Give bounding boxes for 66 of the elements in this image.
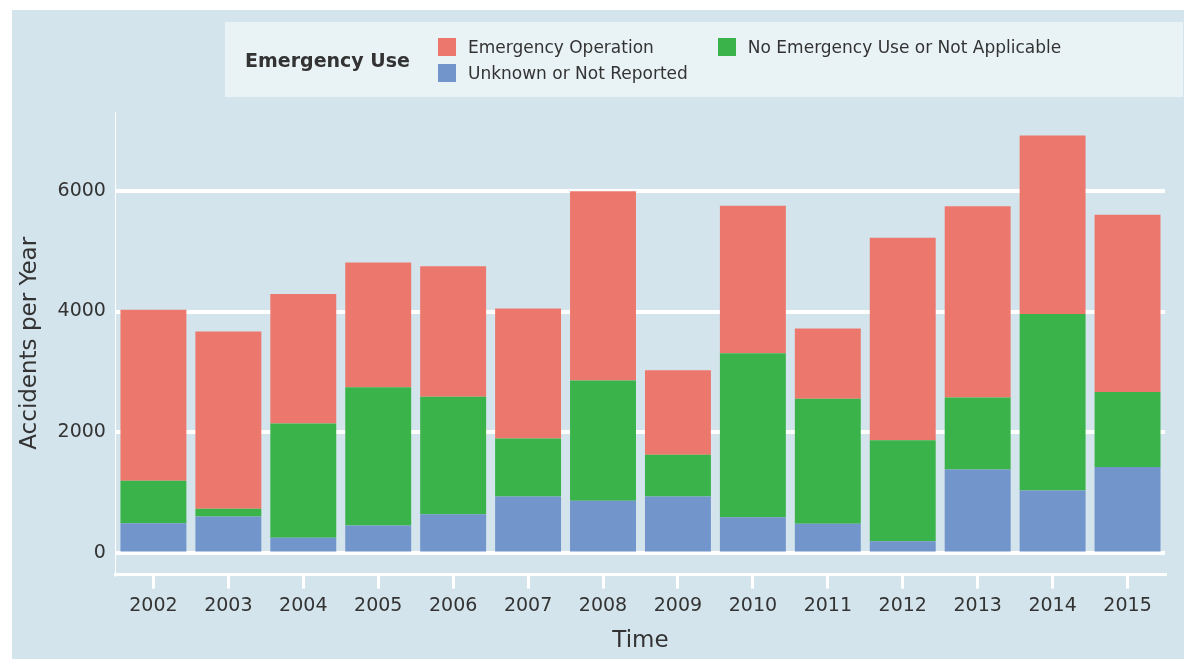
x-tick-label: 2002 — [129, 592, 178, 615]
bar — [345, 387, 412, 526]
x-tick-label: 2011 — [803, 592, 852, 615]
x-tick-label: 2014 — [1028, 592, 1077, 615]
y-tick-label: 6000 — [57, 177, 106, 200]
bar — [644, 370, 711, 455]
x-tick-label: 2004 — [279, 592, 328, 615]
x-tick-label: 2005 — [354, 592, 403, 615]
bar — [719, 517, 786, 552]
bar — [944, 206, 1011, 398]
bar — [1094, 391, 1161, 467]
bar — [1019, 490, 1086, 552]
bar — [570, 191, 636, 381]
bar — [794, 328, 861, 399]
bar — [570, 380, 636, 501]
y-axis-title: Accidents per Year — [14, 236, 41, 450]
bar — [1094, 214, 1161, 392]
bar — [644, 454, 711, 497]
bar — [420, 266, 487, 397]
bar — [719, 205, 786, 354]
bar — [495, 438, 562, 497]
bar — [1019, 313, 1086, 491]
bar — [719, 353, 786, 518]
legend-title: Emergency Use — [245, 48, 410, 71]
bar — [270, 537, 337, 552]
bar — [195, 331, 262, 509]
bar — [944, 469, 1011, 552]
bar — [944, 397, 1011, 470]
y-tick-label: 4000 — [57, 298, 106, 321]
bar — [869, 440, 936, 542]
bar — [420, 396, 487, 515]
bar — [495, 308, 562, 439]
x-tick-label: 2010 — [728, 592, 778, 615]
bar — [644, 496, 711, 552]
x-tick-label: 2003 — [204, 592, 253, 615]
bar — [794, 398, 861, 524]
y-tick-label: 0 — [93, 540, 106, 563]
bar — [869, 237, 936, 441]
bar — [345, 525, 412, 552]
bar — [1094, 466, 1161, 552]
bar — [270, 423, 337, 538]
bar — [495, 496, 562, 552]
bar — [345, 262, 412, 388]
legend-label: No Emergency Use or Not Applicable — [747, 36, 1062, 57]
x-axis-title: Time — [611, 626, 669, 653]
x-tick-label: 2012 — [878, 592, 927, 615]
bar — [120, 309, 187, 481]
x-tick-label: 2013 — [953, 592, 1002, 615]
x-tick-label: 2007 — [503, 592, 553, 615]
legend-label: Unknown or Not Reported — [467, 62, 688, 83]
x-tick-label: 2009 — [653, 592, 703, 615]
bar — [869, 541, 936, 552]
bar — [1019, 135, 1086, 314]
y-tick-label: 2000 — [57, 419, 106, 442]
legend-label: Emergency Operation — [467, 36, 654, 57]
bar — [794, 523, 861, 552]
x-tick-label: 2006 — [428, 592, 478, 615]
bar — [420, 514, 487, 552]
bar — [195, 508, 262, 517]
x-tick-label: 2015 — [1103, 592, 1152, 615]
bar — [570, 500, 636, 552]
bar — [120, 480, 187, 524]
bar — [270, 294, 337, 424]
bar — [195, 516, 262, 552]
x-tick-label: 2008 — [578, 592, 628, 615]
bar — [120, 523, 187, 552]
